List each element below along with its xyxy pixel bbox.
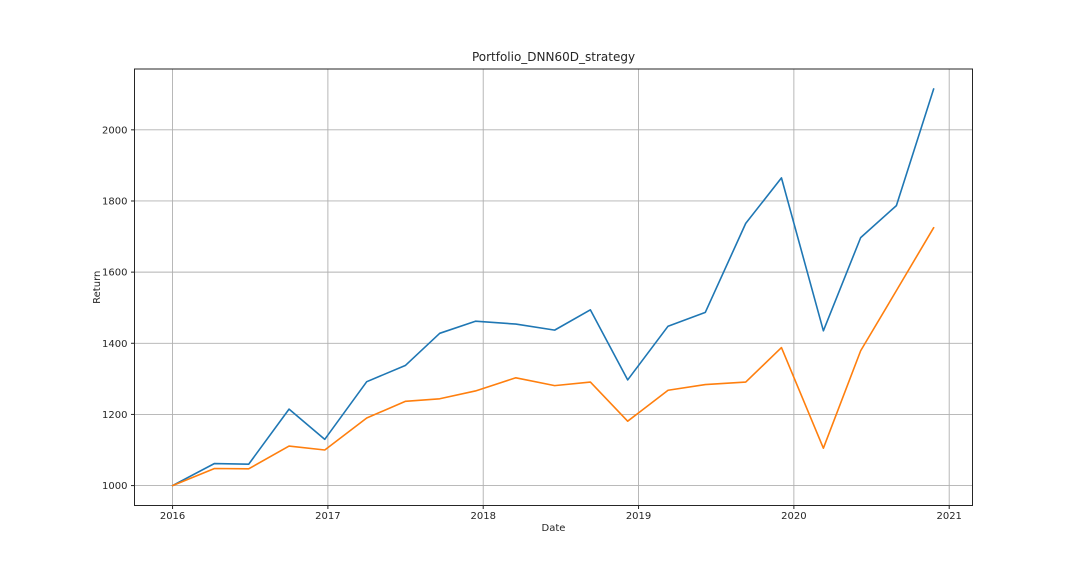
gridlines	[134, 69, 973, 506]
x-axis-label: Date	[542, 523, 566, 534]
y-tick-label: 1200	[102, 410, 127, 421]
y-tick-label: 1000	[102, 481, 127, 492]
y-tick-label: 1800	[102, 196, 127, 207]
y-axis-label: Return	[92, 271, 103, 304]
y-tick-label: 1600	[102, 268, 127, 279]
x-tick-label: 2019	[626, 511, 651, 522]
x-tick-label: 2016	[160, 511, 185, 522]
y-tick-label: 2000	[102, 125, 127, 136]
x-tick-label: 2021	[936, 511, 961, 522]
plot-border	[134, 68, 973, 506]
series-line-series_1_blue	[171, 88, 935, 487]
series-line-series_2_orange	[171, 226, 935, 487]
x-tick-label: 2020	[781, 511, 806, 522]
chart-title: Portfolio_DNN60D_strategy	[472, 50, 635, 64]
axis-ticks	[131, 129, 950, 509]
x-tick-label: 2017	[315, 511, 340, 522]
y-tick-labels: 1000 1200 1400 1600 1800 2000	[102, 125, 127, 492]
x-tick-label: 2018	[470, 511, 495, 522]
series-lines	[171, 88, 935, 487]
y-tick-label: 1400	[102, 339, 127, 350]
x-tick-labels: 2016 2017 2018 2019 2020 2021	[160, 511, 962, 522]
